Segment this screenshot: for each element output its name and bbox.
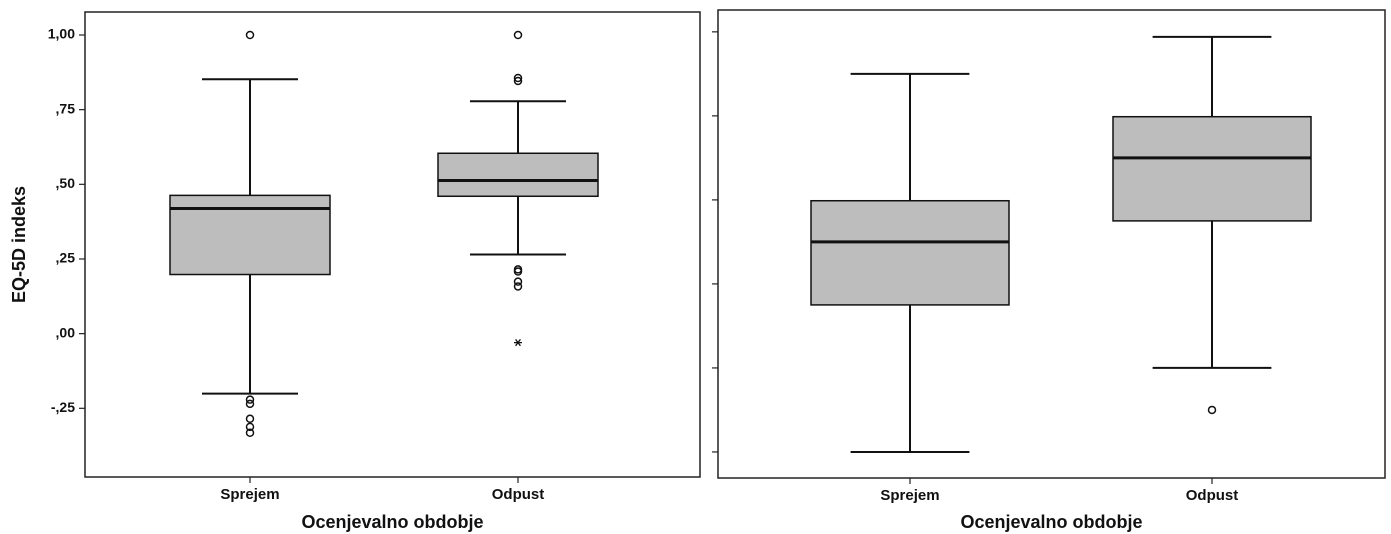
box-plot: 1,00 ,75 ,50 ,25 ,00 -,25 EQ-5D indeks Ocenjeva… <box>9 11 701 532</box>
outlier <box>245 399 255 409</box>
outlier <box>513 267 523 276</box>
x-tick-label: Odpust <box>1186 487 1239 504</box>
y-tick-label: 1,00 <box>48 26 75 42</box>
x-axis-label: Ocenjevalno obdobje <box>301 512 483 532</box>
box <box>1112 115 1312 222</box>
y-tick-label: ,50 <box>56 175 76 191</box>
outlier <box>513 30 523 40</box>
outlier <box>513 277 523 286</box>
outlier <box>245 422 255 432</box>
y-tick-label: -,25 <box>51 399 75 415</box>
outlier <box>513 76 523 86</box>
box <box>810 199 1010 306</box>
y-tick-label: ,25 <box>56 250 76 266</box>
outlier <box>245 414 255 424</box>
plot-frame <box>84 11 701 478</box>
x-tick-label: Odpust <box>492 486 545 503</box>
outlier <box>245 30 255 40</box>
outlier <box>1207 405 1217 415</box>
box <box>437 152 599 198</box>
x-axis-label: Ocenjevalno obdobje <box>960 512 1142 532</box>
outlier <box>245 428 255 438</box>
y-axis-label: EQ-5D indeks <box>9 186 29 303</box>
outlier <box>513 282 523 291</box>
x-tick-label: Sprejem <box>880 487 939 504</box>
extreme <box>514 339 522 347</box>
x-tick-label: Sprejem <box>220 486 279 503</box>
outlier <box>513 73 523 83</box>
outlier <box>245 395 255 404</box>
y-tick-label: ,00 <box>56 324 76 340</box>
box-plot: Ocenjevalno obdobje Sprejem Odpust <box>712 9 1386 532</box>
y-tick-label: ,75 <box>56 100 76 116</box>
plot-frame <box>717 9 1386 479</box>
